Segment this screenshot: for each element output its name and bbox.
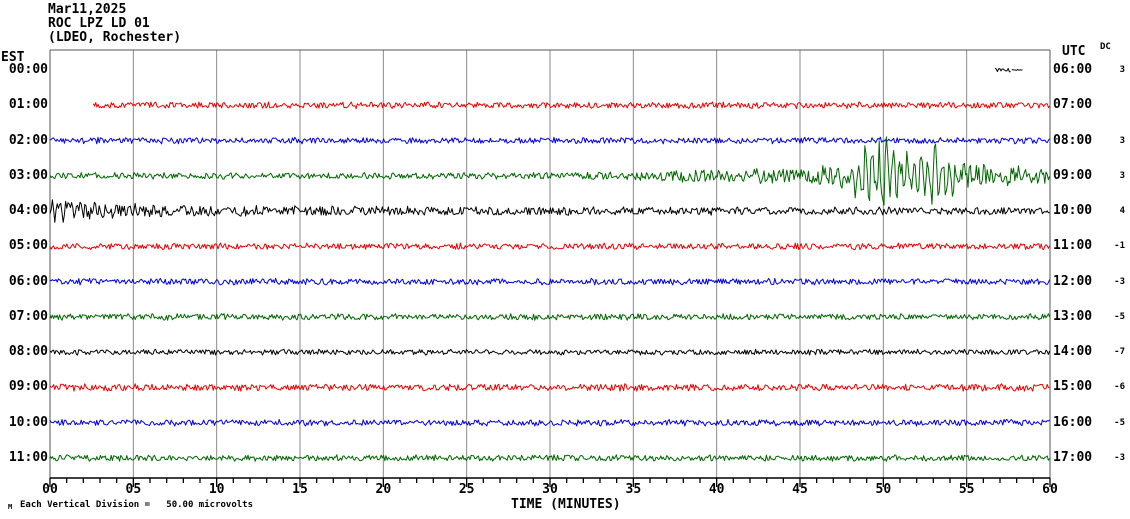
x-tick-label: 45: [792, 482, 808, 497]
est-time-label: 07:00: [8, 308, 48, 324]
seismogram-trace-row: [49, 419, 1050, 427]
dc-offset-value: 4: [1119, 206, 1125, 217]
est-time-label: 00:00: [8, 62, 48, 77]
x-tick-label: 05: [125, 482, 142, 497]
x-tick-label: 55: [958, 482, 975, 497]
est-time-label: 06:00: [8, 273, 48, 289]
utc-time-label: 09:00: [1053, 167, 1093, 183]
seismogram-trace-row: [49, 348, 1051, 356]
record-date: Mar11,2025: [48, 2, 127, 17]
dc-offset-value: 3: [1119, 170, 1125, 181]
seismogram-trace-row: [49, 199, 1050, 223]
utc-time-label: 12:00: [1053, 273, 1093, 289]
dc-offset-header: DC: [1100, 42, 1111, 52]
dc-offset-value: 3: [1119, 135, 1125, 146]
utc-time-label: 10:00: [1053, 203, 1093, 219]
est-time-label: 09:00: [8, 379, 48, 395]
footer-marker-glyph: M: [8, 503, 13, 511]
x-axis-title: TIME (MINUTES): [511, 497, 621, 512]
seismogram-trace-row: [49, 242, 1051, 251]
seismogram-trace-row: [49, 277, 1051, 286]
utc-time-label: 14:00: [1053, 344, 1093, 360]
est-time-label: 02:00: [8, 132, 48, 148]
x-tick-label: 35: [625, 482, 642, 497]
seismogram-trace-row: [49, 454, 1050, 462]
x-tick-label: 20: [375, 482, 392, 497]
dc-offset-value: -3: [1114, 276, 1125, 287]
x-tick-label: 30: [542, 482, 558, 497]
dc-offset-value: -5: [1114, 417, 1125, 428]
vertical-scale-note: Each Vertical Division = 50.00 microvolt…: [20, 500, 253, 510]
dc-offset-value: -6: [1114, 382, 1125, 393]
station-id: ROC LPZ LD 01: [48, 16, 150, 31]
utc-time-label: 11:00: [1053, 238, 1093, 254]
seismogram-trace-row: [994, 67, 1011, 73]
est-time-label: 05:00: [8, 238, 48, 254]
est-time-label: 01:00: [8, 97, 48, 113]
utc-time-label: 08:00: [1053, 132, 1093, 148]
dc-offset-value: -5: [1114, 311, 1125, 322]
x-tick-label: 60: [1042, 482, 1058, 497]
dc-offset-value: -1: [1114, 241, 1125, 252]
seismogram-trace-row: [49, 383, 1050, 392]
utc-axis-header: UTC: [1062, 44, 1086, 59]
utc-time-label: 16:00: [1053, 414, 1093, 430]
est-time-label: 03:00: [8, 167, 48, 183]
utc-time-label: 15:00: [1053, 379, 1093, 395]
station-location: (LDEO, Rochester): [48, 30, 182, 45]
est-time-label: 11:00: [8, 450, 48, 465]
seismogram-trace-row: [49, 313, 1051, 321]
x-tick-label: 15: [292, 482, 308, 497]
x-tick-label: 40: [708, 482, 725, 497]
dc-offset-value: -7: [1114, 347, 1125, 358]
x-tick-label: 50: [875, 482, 892, 497]
x-tick-label: 10: [208, 482, 225, 497]
utc-time-label: 07:00: [1053, 97, 1093, 113]
dc-offset-value: -3: [1114, 453, 1125, 463]
est-axis-header: EST: [1, 50, 25, 65]
est-time-label: 08:00: [8, 344, 48, 360]
utc-time-label: 06:00: [1053, 62, 1093, 77]
est-time-label: 04:00: [8, 203, 48, 219]
x-tick-label: 25: [458, 482, 475, 497]
x-tick-label: 00: [42, 482, 58, 497]
utc-time-label: 13:00: [1053, 308, 1093, 324]
seismogram-trace-row: [49, 136, 1051, 206]
seismogram-trace-row: [1011, 69, 1023, 71]
dc-offset-value: 3: [1119, 65, 1125, 75]
seismogram-trace-row: [49, 136, 1051, 145]
est-time-label: 10:00: [8, 414, 48, 430]
utc-time-label: 17:00: [1053, 450, 1093, 465]
seismogram-trace-row: [92, 101, 1051, 109]
